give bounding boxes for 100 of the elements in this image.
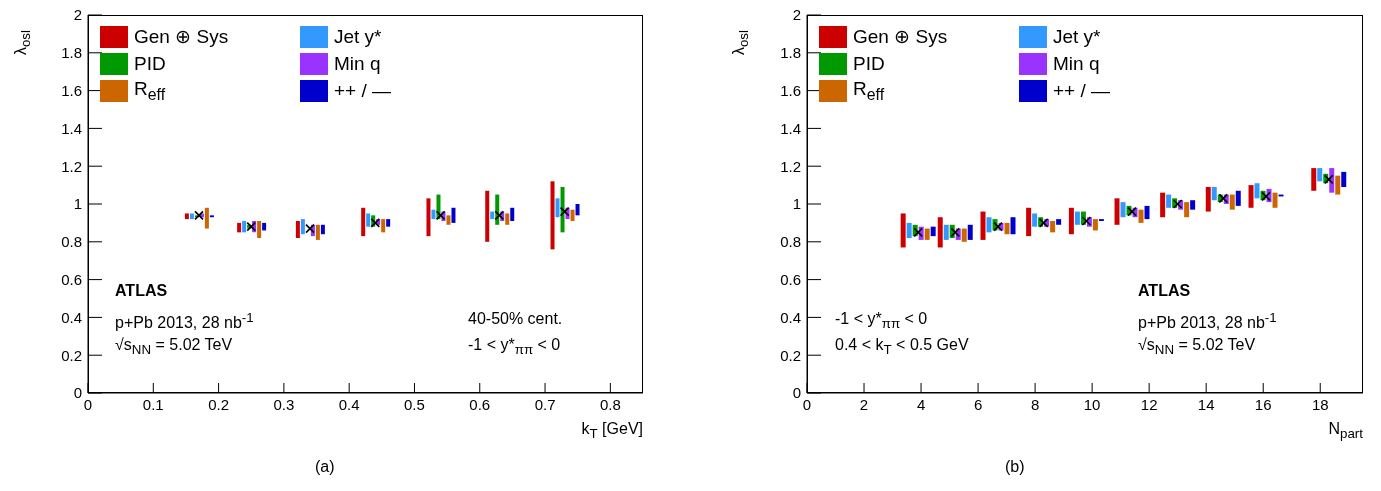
y-tick-label: 0.6 (780, 270, 801, 288)
bar (1144, 205, 1150, 220)
bar (575, 204, 580, 216)
x-tick-label: 0.4 (338, 395, 360, 413)
bar (300, 219, 305, 235)
x-tick-label: 2 (859, 395, 869, 413)
bar (451, 207, 456, 223)
point (1127, 206, 1137, 217)
legend-label: R$_{eff}$ (134, 77, 166, 104)
bar (1272, 192, 1278, 208)
bar (1138, 209, 1144, 223)
bar (510, 207, 515, 222)
bar (446, 215, 451, 225)
y-tick-label: 2 (73, 6, 82, 24)
bar (1317, 168, 1323, 182)
bar (1205, 186, 1211, 212)
bar (924, 228, 930, 240)
legend-label: Gen ⊕ Sys (134, 25, 229, 48)
y-tick-label: 1.6 (61, 81, 82, 99)
y-tick-label: 0.4 (61, 308, 82, 326)
bar (426, 198, 431, 237)
bar (386, 219, 391, 227)
point (435, 210, 446, 221)
y-tick-label: 0 (73, 384, 82, 402)
bar (315, 224, 320, 240)
y-tick-label: 1.4 (61, 119, 82, 137)
bar (570, 209, 575, 222)
bar (980, 211, 986, 240)
bar (320, 224, 325, 235)
point (1261, 191, 1271, 202)
y-tick-label: 0.2 (61, 346, 82, 364)
bar (986, 217, 992, 233)
y-tick-label: 1 (792, 195, 801, 213)
bar (431, 209, 436, 220)
text: (a) (315, 458, 335, 476)
x-tick-label: 0.7 (534, 395, 556, 413)
bar (1160, 192, 1166, 218)
point (1323, 174, 1334, 185)
bar (1120, 202, 1126, 218)
y-tick-label: 1.2 (61, 157, 82, 175)
bar (1056, 219, 1062, 225)
legend-label: Jet y* (1053, 25, 1101, 48)
annotation: p+Pb 2013, 28 nb$^{-1}$ (1138, 310, 1277, 333)
bar (1074, 211, 1080, 225)
point (1038, 218, 1049, 228)
annotation: -1 < y*$_{ππ}$ < 0 (468, 336, 561, 358)
y-tick-label: 0.6 (61, 270, 82, 288)
y-tick-label: 0.8 (780, 233, 801, 251)
bar (1311, 168, 1317, 191)
legend-label: Min q (1053, 52, 1100, 75)
point (194, 210, 204, 221)
point (1218, 193, 1229, 204)
bar (1184, 202, 1190, 218)
x-tick-label: 0.8 (599, 395, 621, 413)
point (370, 218, 381, 228)
x-tick-label: 0.5 (404, 395, 425, 413)
annotation: ATLAS (1138, 282, 1191, 300)
annotation: ATLAS (115, 282, 168, 300)
bar (1092, 219, 1098, 231)
text: (b) (1005, 458, 1025, 476)
bar (560, 186, 565, 233)
bar (555, 198, 560, 218)
bar (366, 213, 371, 227)
legend-label: Min q (334, 52, 381, 75)
bar (490, 211, 495, 220)
bar (485, 190, 490, 242)
legend-label: ++ / — (1053, 79, 1111, 102)
bar (961, 228, 967, 242)
x-tick-label: 0.2 (208, 395, 230, 413)
bar (943, 224, 949, 240)
point (1081, 216, 1092, 226)
x-tick-label: 6 (973, 395, 983, 413)
bar (1235, 190, 1241, 206)
y-tick-label: 1.8 (780, 44, 801, 62)
point (559, 206, 570, 217)
bar (1254, 183, 1260, 199)
bar (381, 219, 386, 233)
point (913, 227, 923, 238)
x-tick-label: 0.6 (469, 395, 491, 413)
bar (1248, 185, 1254, 208)
y-tick-label: 1 (73, 195, 82, 213)
x-tick-label: 0.1 (142, 395, 164, 413)
bar (1211, 186, 1217, 201)
bar (1166, 194, 1172, 208)
x-tick-label: 18 (1311, 395, 1329, 413)
bar (1229, 194, 1235, 210)
annotation: p+Pb 2013, 28 nb$^{-1}$ (115, 310, 254, 333)
bar (937, 217, 943, 248)
point (246, 221, 257, 232)
x-axis-title: k$_{T}$ [GeV] (581, 420, 643, 442)
legend-label: Jet y* (334, 25, 382, 48)
bar (184, 213, 189, 220)
annotation: √s$_{NN}$ = 5.02 TeV (1138, 336, 1256, 358)
x-tick-label: 0.3 (273, 395, 295, 413)
point (494, 210, 505, 221)
bar (1010, 217, 1016, 235)
bar (1341, 171, 1347, 187)
y-tick-label: 0.8 (61, 233, 82, 251)
x-tick-label: 8 (1030, 395, 1040, 413)
legend-label: R$_{eff}$ (853, 77, 885, 104)
